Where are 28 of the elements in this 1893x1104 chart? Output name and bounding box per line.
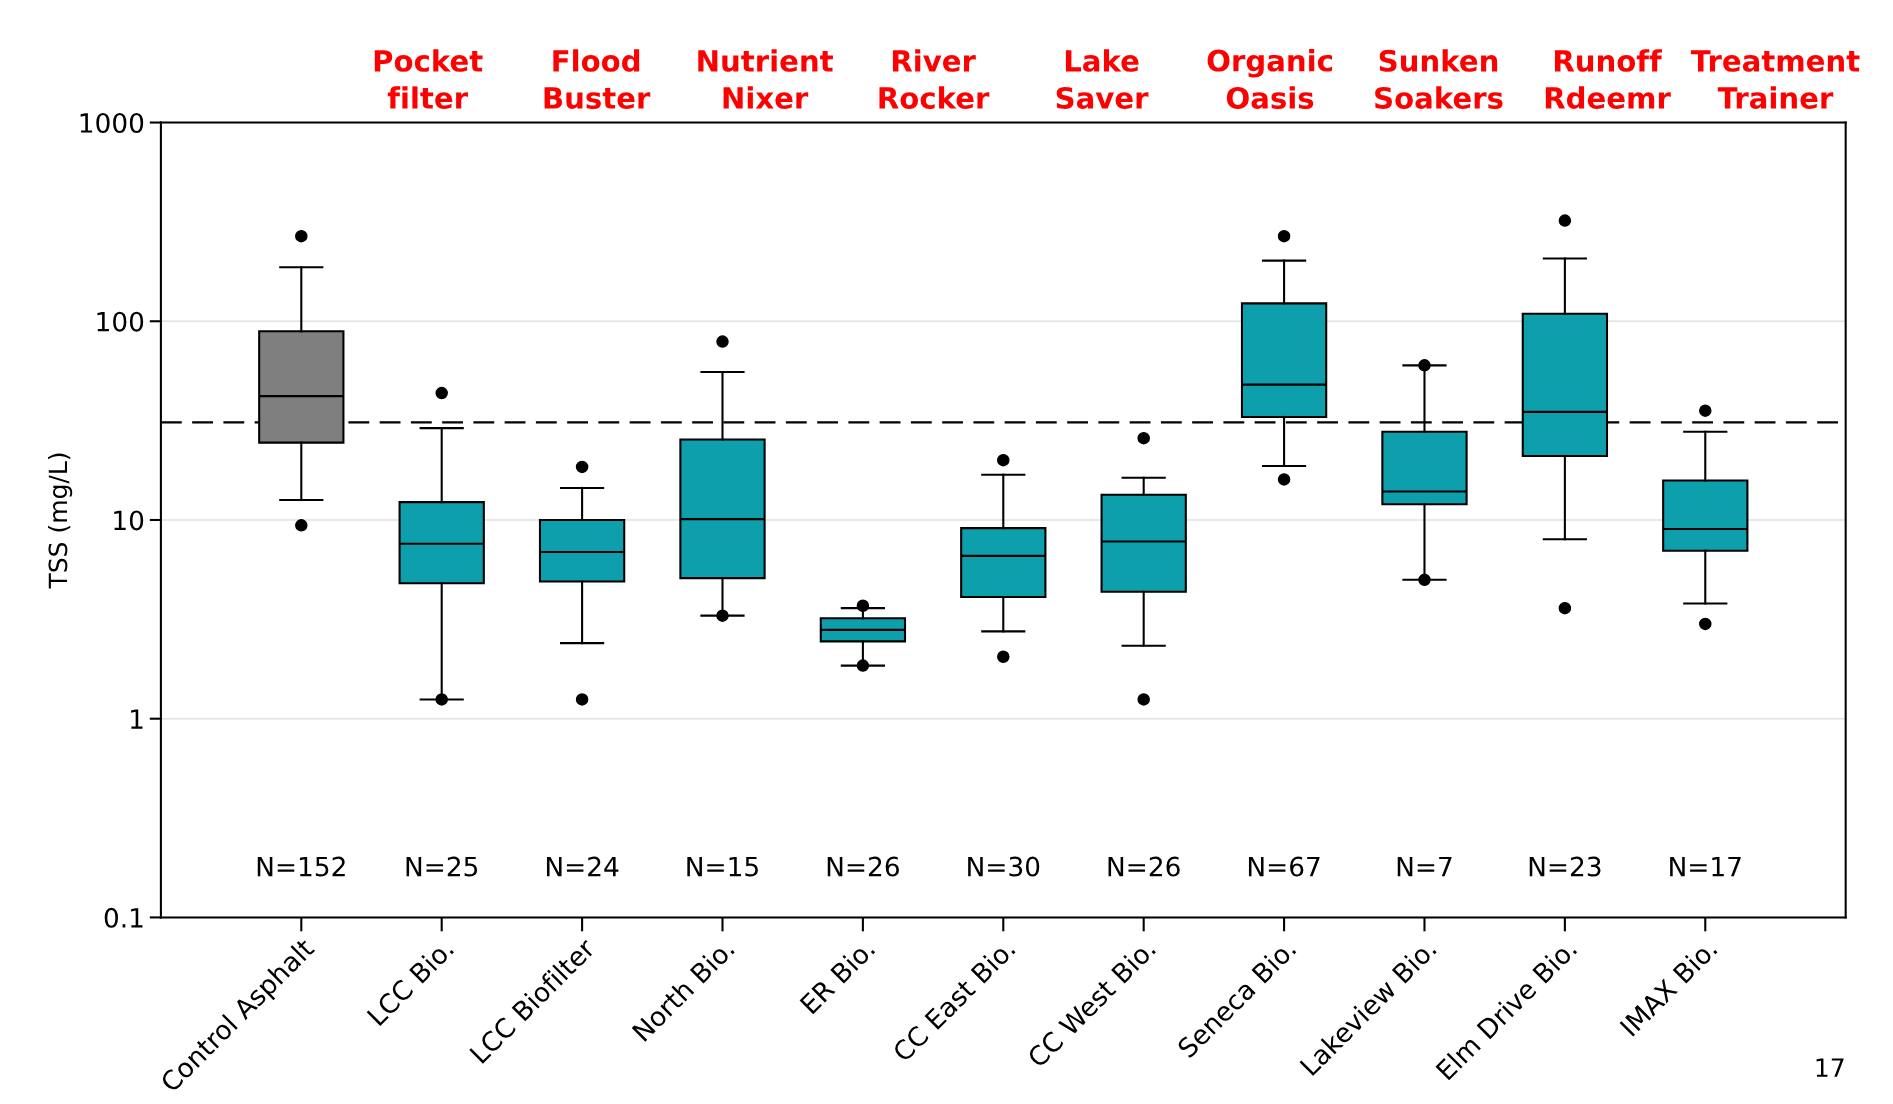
annotation: N=23: [1529, 856, 1601, 877]
text: Pocket filter: [374, 49, 483, 109]
text: Nutrient Nixer: [698, 49, 833, 109]
text: Flood Buster: [544, 49, 651, 109]
annotation: N=25: [406, 856, 478, 877]
y-tick-label: 0.1: [104, 907, 143, 928]
text: Treatment Trainer: [1690, 50, 1860, 109]
annotation: N=30: [968, 856, 1040, 877]
text: Runoff Rdeemr: [1545, 49, 1671, 109]
annotation: N=26: [1108, 856, 1180, 877]
y-tick-label: 1000: [80, 112, 144, 133]
annotation: N=24: [546, 856, 619, 877]
annotation: N=7: [1397, 856, 1452, 877]
y-tick-label: 1: [131, 709, 143, 729]
annotation: N=17: [1670, 856, 1741, 877]
annotation: N=15: [687, 856, 758, 877]
y-tick-label: 100: [97, 311, 144, 332]
y-axis-title: TSS (mg/L): [48, 453, 73, 589]
y-tick-label: 10: [114, 510, 144, 531]
text: Lake Saver: [1056, 49, 1149, 109]
text: Sunken Soakers: [1375, 49, 1503, 109]
text: Organic Oasis: [1207, 49, 1332, 109]
text: River Rocker: [879, 49, 990, 109]
text: 17: [1816, 1058, 1844, 1077]
annotation: N=67: [1248, 856, 1320, 877]
annotation: N=152: [257, 856, 345, 877]
x-tick-label: ER Bio.: [799, 938, 876, 1015]
annotation: N=26: [827, 856, 899, 877]
